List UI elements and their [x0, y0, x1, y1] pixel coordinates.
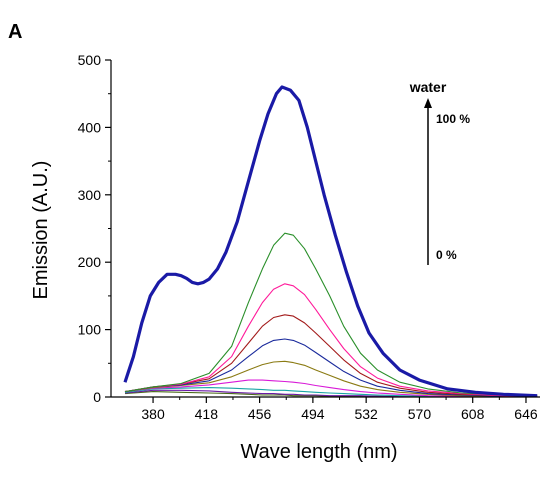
- axes: [110, 60, 540, 398]
- x-tick-label: 532: [354, 406, 378, 422]
- x-tick-label: 494: [301, 406, 325, 422]
- y-tick-label: 500: [78, 52, 102, 68]
- y-tick-label: 300: [78, 187, 102, 203]
- x-tick-label: 608: [461, 406, 485, 422]
- tick-layer: 380 418 456 494 532 570 608 646 0 100 200 300 400 500: [78, 52, 538, 422]
- x-tick-label: 646: [514, 406, 538, 422]
- y-tick-label: 100: [78, 322, 102, 338]
- water-annotation: water 100 % 0 %: [409, 79, 470, 265]
- x-tick-label: 380: [141, 406, 165, 422]
- series-line-2: [124, 232, 538, 397]
- series-layer: [123, 85, 538, 398]
- annotation-top-label: 100 %: [436, 112, 470, 126]
- series-line-3: [124, 283, 538, 397]
- series-line-5: [124, 338, 538, 397]
- annotation-title: water: [409, 79, 447, 95]
- series-line-1: [123, 85, 538, 398]
- series-line-8: [124, 387, 538, 398]
- y-axis-label: Emission (A.U.): [30, 161, 52, 300]
- annotation-arrow-head: [424, 98, 432, 108]
- series-line-4: [124, 314, 538, 397]
- x-tick-label: 456: [248, 406, 272, 422]
- series-line-6: [124, 360, 538, 397]
- x-tick-label: 570: [408, 406, 432, 422]
- annotation-bottom-label: 0 %: [436, 248, 457, 262]
- panel-label: A: [8, 21, 22, 43]
- x-axis-label: Wave length (nm): [240, 441, 397, 463]
- y-tick-label: 200: [78, 254, 102, 270]
- series-line-7: [124, 379, 538, 398]
- x-tick-label: 418: [195, 406, 219, 422]
- y-tick-label: 400: [78, 119, 102, 135]
- y-tick-label: 0: [93, 389, 101, 405]
